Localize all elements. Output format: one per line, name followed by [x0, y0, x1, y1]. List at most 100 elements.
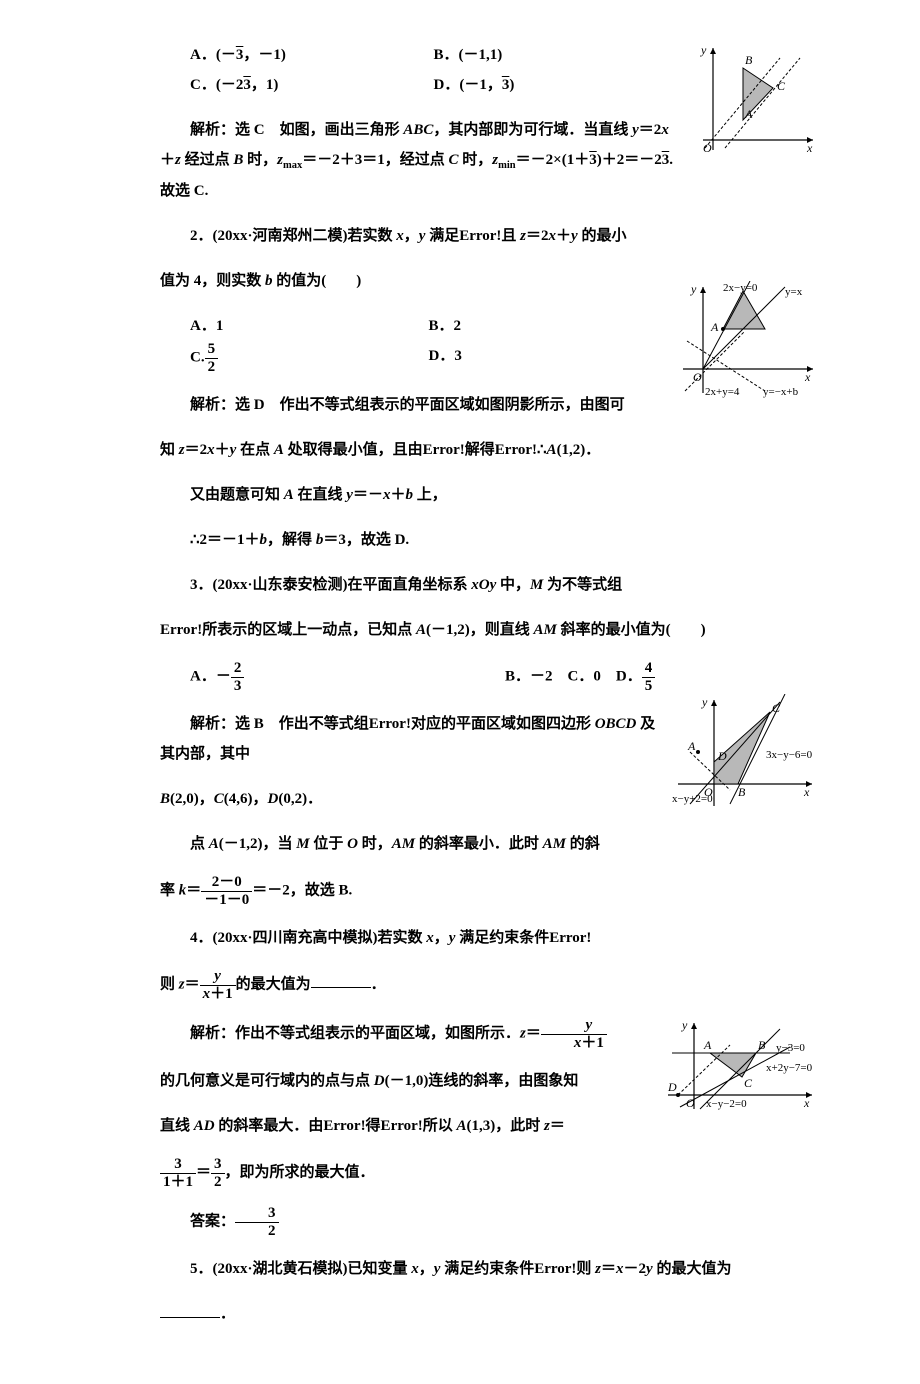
t: ＝2 [526, 228, 549, 244]
q2-sol2: 知 z＝2x＋y 在点 A 处取得最小值，且由Error!解得Error!∴A(… [160, 435, 820, 465]
q4-lbl-O: O [686, 1096, 695, 1110]
q4-lbl-A: A [703, 1038, 712, 1052]
q1-lbl-x: x [806, 141, 813, 155]
q3-lbl-l1: 3x−y−6=0 [766, 749, 813, 761]
q2-lbl-O: O [693, 370, 702, 384]
t: ＝ [186, 882, 201, 898]
t: ＝－2＋3＝1，经过点 [302, 152, 448, 168]
t: 又由题意可知 [190, 487, 284, 503]
blank-icon [311, 972, 371, 988]
q2-lbl-x: x [804, 370, 811, 384]
q2-lbl-l1: 2x−y=0 [723, 282, 758, 294]
t: ＋ [390, 487, 405, 503]
t: ＋ [160, 152, 175, 168]
t: 中， [496, 577, 530, 593]
t: 2 [235, 1223, 279, 1240]
q1-optC: C．(－23，1) [190, 77, 278, 93]
t: (1,3)，此时 [467, 1118, 545, 1134]
t: 3 [160, 1156, 196, 1174]
t: 5．(20xx·湖北黄石模拟)已知变量 [190, 1261, 411, 1277]
t: 点 [190, 836, 209, 852]
t: C [214, 791, 224, 807]
q3-head2: Error!所表示的区域上一动点，已知点 A(－1,2)，则直线 AM 斜率的最… [160, 615, 820, 645]
t: 经过点 [181, 152, 234, 168]
q2-choices-1: A．1 B．2 [160, 311, 667, 341]
t: －1－0 [201, 892, 252, 909]
q5-head2: ． [160, 1299, 820, 1329]
t: x [426, 930, 434, 946]
t: 为不等式组 [543, 577, 622, 593]
t: D． [616, 668, 642, 684]
t: x [396, 228, 404, 244]
t: ． [220, 1306, 235, 1322]
t: ， [404, 228, 419, 244]
t: 5 [642, 678, 656, 695]
q2-head: 2．(20xx·河南郑州二模)若实数 x，y 满足Error!且 z＝2x＋y … [160, 221, 820, 251]
t: AM [543, 836, 566, 852]
t: AD [194, 1118, 215, 1134]
q4-block: 4．(20xx·四川南充高中模拟)若实数 x，y 满足约束条件Error! 则 … [160, 923, 820, 1239]
q5-block: 5．(20xx·湖北黄石模拟)已知变量 x，y 满足约束条件Error!则 z＝… [160, 1254, 820, 1329]
t: B [233, 152, 243, 168]
t: 4 [642, 660, 656, 678]
t: y [571, 228, 578, 244]
t: max [283, 160, 302, 171]
t: －2 [624, 1261, 647, 1277]
t: A [547, 442, 557, 458]
q4-lbl-l2: x+2y−7=0 [766, 1062, 813, 1074]
q4-sol4: 31＋1＝32，即为所求的最大值． [160, 1156, 820, 1190]
q4-figure: O x y A B C D y−3=0 x+2y−7=0 x−y−2=0 [660, 1017, 820, 1117]
t: 4．(20xx·四川南充高中模拟)若实数 [190, 930, 426, 946]
t: 则 [160, 976, 179, 992]
t: 在点 [236, 442, 274, 458]
t: 满足约束条件Error!则 [440, 1261, 595, 1277]
t: 处取得最小值，且由Error!解得Error!∴ [284, 442, 547, 458]
t: (－1,2)，则直线 [426, 622, 534, 638]
t: 2－0 [201, 874, 252, 892]
q3-figure: O x y A B C D 3x−y−6=0 x−y+2=0 [670, 694, 820, 814]
t: ＋ [556, 228, 571, 244]
t: xOy [471, 577, 496, 593]
q2-optA: A．1 [160, 311, 429, 341]
t: 的斜 [566, 836, 600, 852]
q1-choices-2: C．(－23，1) D．(－1，3) [160, 70, 677, 100]
t: 3 [235, 1205, 279, 1223]
t: x [549, 228, 557, 244]
t: 的几何意义是可行域内的点与点 [160, 1073, 374, 1089]
t: M [296, 836, 309, 852]
q4-lbl-B: B [758, 1038, 766, 1052]
t: 的值为( ) [273, 273, 362, 289]
t: D [268, 791, 279, 807]
t: A [457, 1118, 467, 1134]
t: ＝－ [353, 487, 383, 503]
t: (0,2)． [278, 791, 322, 807]
q3-sol3: 点 A(－1,2)，当 M 位于 O 时，AM 的斜率最小．此时 AM 的斜 [160, 829, 820, 859]
t: ＝ [550, 1118, 565, 1134]
t: 知 [160, 442, 179, 458]
q1-block: O x y B C A A．(－3，－1) B．(－1,1) C．(－23，1)… [160, 40, 820, 206]
t: ＝ [601, 1261, 616, 1277]
t: (2,0)， [170, 791, 214, 807]
q3-lbl-y: y [701, 695, 708, 709]
t: 2 [231, 660, 245, 678]
t: ＝－2×(1＋ [516, 152, 590, 168]
q3-lbl-B: B [738, 785, 746, 799]
t: y [346, 487, 353, 503]
q2-lbl-A: A [710, 320, 719, 334]
q3-lbl-x: x [803, 785, 810, 799]
t: ，其内部即为可行域．当直线 [433, 122, 632, 138]
t: 解析：作出不等式组表示的平面区域，如图所示． [190, 1025, 520, 1041]
t: A．－ [190, 668, 231, 684]
t: 满足Error!且 [425, 228, 520, 244]
q2-optD: D．3 [429, 341, 668, 375]
q2-lbl-l3: 2x+y=4 [705, 386, 740, 398]
t: x [661, 122, 669, 138]
q3-choices: A．－23 B．－2 C．0 D．45 [160, 660, 820, 694]
t: ＝－2，故选 B. [252, 882, 352, 898]
t: 2．(20xx·河南郑州二模)若实数 [190, 228, 396, 244]
t: 时， [243, 152, 277, 168]
q3-optB: B．－2 [505, 668, 553, 684]
t: y [541, 1017, 607, 1035]
t: 1＋1 [160, 1174, 196, 1191]
t: 解析：选 B 作出不等式组Error!对应的平面区域如图四边形 [190, 716, 595, 732]
